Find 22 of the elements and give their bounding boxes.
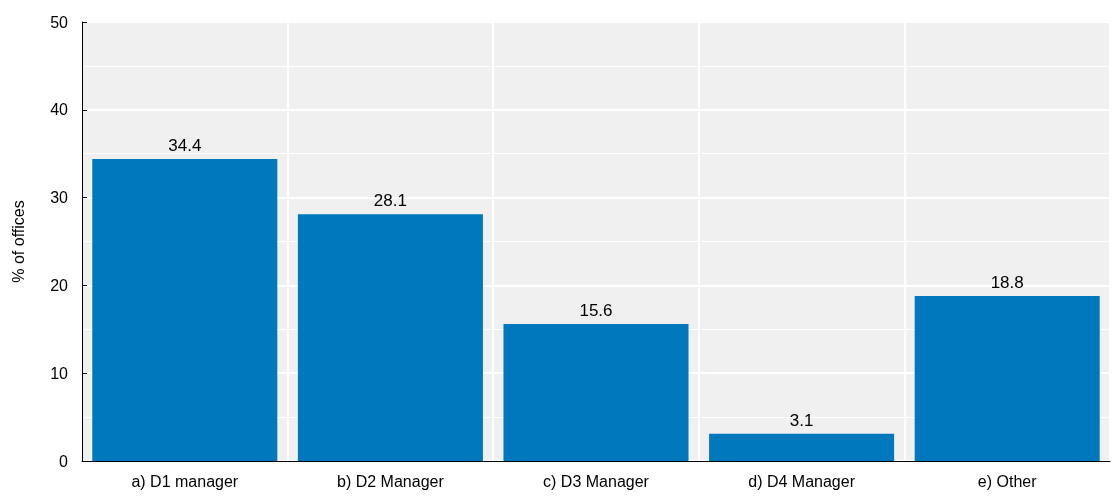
y-tick-label: 30 xyxy=(50,189,69,207)
y-axis-title: % of offices xyxy=(9,200,27,283)
bar xyxy=(92,158,278,461)
data-label: 28.1 xyxy=(373,191,407,211)
y-tick-label: 20 xyxy=(50,276,69,294)
bar xyxy=(297,214,483,461)
x-tick-label: a) D1 manager xyxy=(131,472,239,490)
data-label: 18.8 xyxy=(990,272,1024,292)
x-tick-label: b) D2 Manager xyxy=(337,472,445,490)
y-tick-label: 50 xyxy=(50,13,69,31)
y-tick-label: 10 xyxy=(50,364,69,382)
x-tick-label: e) Other xyxy=(977,472,1038,490)
bar xyxy=(503,324,689,461)
y-tick-label: 40 xyxy=(50,101,69,119)
x-tick-label: c) D3 Manager xyxy=(543,472,650,490)
bar xyxy=(914,295,1100,461)
bar xyxy=(709,433,895,461)
x-tick-label: d) D4 Manager xyxy=(748,472,856,490)
data-label: 3.1 xyxy=(789,410,814,430)
y-tick-label: 0 xyxy=(59,452,69,470)
data-label: 15.6 xyxy=(579,301,613,321)
data-label: 34.4 xyxy=(168,135,202,155)
